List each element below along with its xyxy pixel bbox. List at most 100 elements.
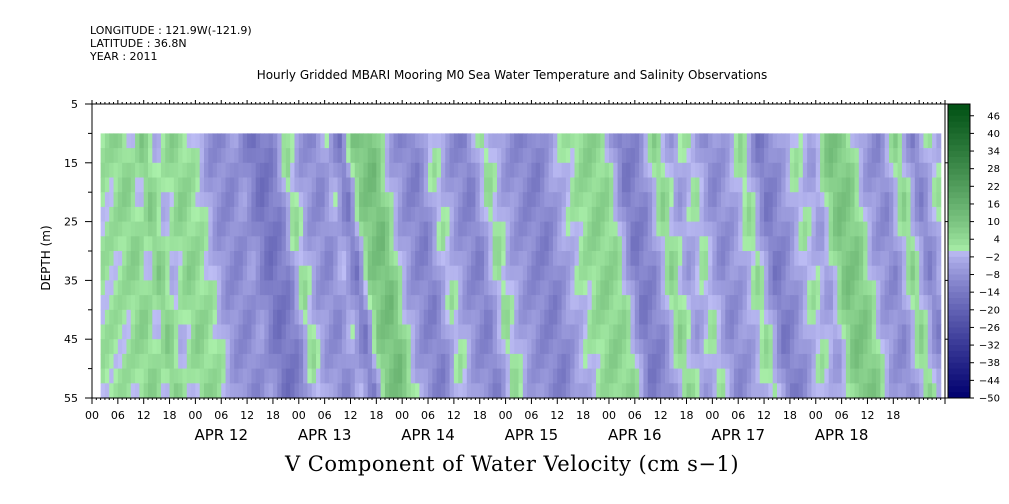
heatmap-cell <box>776 324 782 340</box>
heatmap-cell <box>742 177 748 193</box>
heatmap-cell <box>552 368 558 384</box>
heatmap-cell <box>716 295 722 311</box>
heatmap-cell <box>608 324 614 340</box>
heatmap-cell <box>298 324 304 340</box>
heatmap-cell <box>484 251 489 267</box>
heatmap-cell <box>794 236 800 252</box>
heatmap-cell <box>596 324 601 340</box>
heatmap-cell <box>328 192 334 208</box>
heatmap-cell <box>583 309 589 326</box>
heatmap-cell <box>531 192 537 208</box>
heatmap-cell <box>656 339 662 355</box>
colorbar-swatch <box>948 386 970 393</box>
heatmap-cell <box>815 148 821 164</box>
heatmap-cell <box>169 177 175 193</box>
heatmap-cell <box>449 353 455 370</box>
heatmap-cell <box>552 295 558 311</box>
heatmap-cell <box>410 133 416 149</box>
heatmap-cell <box>165 265 171 281</box>
heatmap-cell <box>182 324 188 340</box>
heatmap-cell <box>160 353 166 370</box>
heatmap-cell <box>690 221 696 237</box>
heatmap-cell <box>755 339 761 355</box>
heatmap-cell <box>135 221 140 237</box>
heatmap-cell <box>906 221 912 237</box>
heatmap-cell <box>639 148 645 164</box>
heatmap-cell <box>660 162 666 179</box>
heatmap-cell <box>122 383 128 399</box>
heatmap-cell <box>720 309 726 326</box>
heatmap-cell <box>466 177 472 193</box>
heatmap-cell <box>272 339 278 355</box>
heatmap-cell <box>238 383 244 399</box>
heatmap-cell <box>242 251 248 267</box>
heatmap-cell <box>876 177 881 193</box>
heatmap-cell <box>832 324 838 340</box>
heatmap-cell <box>660 221 666 237</box>
heatmap-cell <box>630 383 636 399</box>
heatmap-cell <box>876 383 881 399</box>
heatmap-cell <box>858 162 864 179</box>
heatmap-cell <box>148 324 153 340</box>
heatmap-cell <box>850 383 856 399</box>
heatmap-cell <box>242 280 248 296</box>
heatmap-cell <box>919 265 925 281</box>
heatmap-cell <box>772 265 778 281</box>
heatmap-cell <box>415 133 421 149</box>
heatmap-cell <box>501 295 507 311</box>
heatmap-cell <box>466 221 472 237</box>
heatmap-cell <box>807 177 813 193</box>
heatmap-cell <box>126 251 132 267</box>
heatmap-cell <box>415 368 421 384</box>
heatmap-cell <box>751 162 757 179</box>
heatmap-cell <box>820 324 825 340</box>
heatmap-cell <box>484 148 489 164</box>
heatmap-cell <box>600 148 606 164</box>
heatmap-cell <box>630 295 636 311</box>
heatmap-cell <box>733 383 739 399</box>
heatmap-cell <box>656 251 662 267</box>
heatmap-cell <box>492 339 498 355</box>
heatmap-cell <box>298 236 304 252</box>
colorbar-tick-label: 46 <box>987 111 1000 122</box>
heatmap-cell <box>686 353 692 370</box>
heatmap-cell <box>785 236 791 252</box>
heatmap-cell <box>699 280 705 296</box>
heatmap-cell <box>794 265 800 281</box>
heatmap-cell <box>540 309 545 326</box>
heatmap-cell <box>527 148 533 164</box>
heatmap-cell <box>453 324 459 340</box>
x-hour-label: 12 <box>137 409 151 422</box>
heatmap-cell <box>923 221 929 237</box>
heatmap-cell <box>350 265 356 281</box>
heatmap-cell <box>936 324 942 340</box>
heatmap-cell <box>548 133 554 149</box>
heatmap-cell <box>402 383 408 399</box>
heatmap-cell <box>604 368 610 384</box>
heatmap-cell <box>204 236 209 252</box>
heatmap-cell <box>186 251 192 267</box>
heatmap-cell <box>841 368 847 384</box>
heatmap-cell <box>604 251 610 267</box>
heatmap-cell <box>802 177 808 193</box>
heatmap-cell <box>630 133 636 149</box>
heatmap-cell <box>419 353 425 370</box>
heatmap-cell <box>135 383 140 399</box>
heatmap-cell <box>410 221 416 237</box>
heatmap-cell <box>393 206 399 223</box>
heatmap-cell <box>290 236 296 252</box>
heatmap-cell <box>871 236 877 252</box>
heatmap-cell <box>552 339 558 355</box>
heatmap-cell <box>328 236 334 252</box>
heatmap-cell <box>695 353 701 370</box>
heatmap-cell <box>669 206 675 223</box>
heatmap-cell <box>384 177 390 193</box>
heatmap-cell <box>600 295 606 311</box>
heatmap-cell <box>195 309 201 326</box>
heatmap-cell <box>725 148 731 164</box>
heatmap-cell <box>139 295 145 311</box>
heatmap-cell <box>772 236 778 252</box>
heatmap-cell <box>901 251 907 267</box>
heatmap-cell <box>238 280 244 296</box>
heatmap-cell <box>686 265 692 281</box>
